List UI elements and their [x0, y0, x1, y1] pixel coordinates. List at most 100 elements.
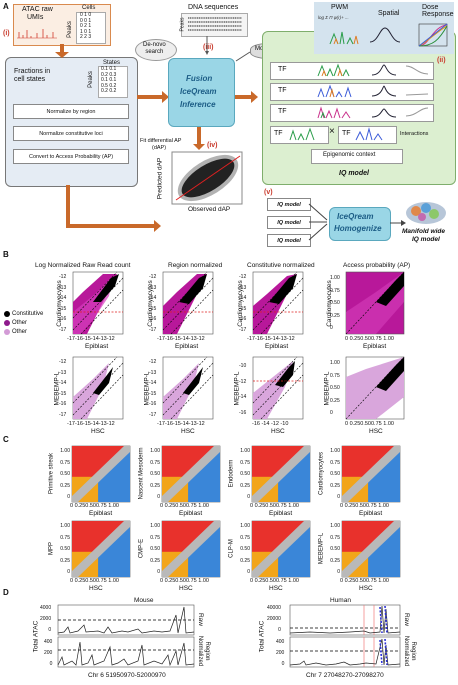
panelc-xticks: 0 0.250.500.75 1.00	[70, 578, 119, 584]
ytick: 1.00	[330, 360, 340, 366]
ytick: 0.50	[330, 300, 340, 306]
tf-label: TF	[278, 87, 287, 94]
ytick-col4: 1.00 0.75 0.50 0.25 0	[330, 272, 340, 335]
human-region-track	[289, 636, 401, 668]
panelb-plot-raw-row2	[72, 356, 124, 420]
ytick: -15	[149, 390, 157, 397]
panelb-title: Log Normalized Raw Read count	[35, 262, 131, 269]
stable-band	[72, 446, 130, 502]
ytick: 1.00	[330, 523, 340, 529]
panelc-xticks: 0 0.250.500.75 1.00	[340, 578, 389, 584]
ytick: -14	[59, 380, 67, 386]
spatial-header: Spatial	[378, 10, 400, 17]
tf-label: TF	[278, 108, 287, 115]
ytick: 1.00	[330, 275, 340, 281]
interactions-label: Interactions	[400, 131, 429, 137]
ytick: 0.50	[150, 546, 160, 552]
ytick: 400	[276, 639, 285, 645]
ytick-col4-row2: 1.00 0.75 0.50 0.25 0	[330, 357, 340, 420]
dose-curve-icon	[418, 23, 448, 47]
legend-dot-other-dark	[4, 320, 10, 326]
dna-arrow	[205, 36, 209, 55]
ytick: 1.00	[150, 523, 160, 529]
convert-ap-step: Convert to Access Probability (AP)	[13, 149, 129, 164]
mouse-yticks-top: 4000 2000 0	[40, 603, 51, 636]
xticks: -17-16-15-14-13-12	[67, 421, 115, 427]
ytick: 0	[337, 569, 340, 575]
arrow-head-fusion-down	[193, 144, 205, 150]
panelc-xlabel: Epiblast	[89, 510, 113, 517]
panelc-xticks: 0 0.250.500.75 1.00	[250, 503, 299, 509]
ytick: 200	[44, 650, 53, 656]
ytick: 0.75	[60, 459, 70, 466]
panelc-xticks: 0 0.250.500.75 1.00	[340, 503, 389, 509]
stable-band	[72, 521, 130, 577]
mouse-title: Mouse	[134, 597, 154, 604]
panelb-title: Constitutive normalized	[247, 262, 315, 269]
human-raw-track	[289, 604, 401, 636]
ytick: -17	[149, 326, 157, 333]
ytick: -16	[149, 316, 157, 322]
tf-label: TF	[342, 130, 351, 137]
ytick: 1.00	[60, 448, 70, 454]
ytick: 0.75	[330, 287, 340, 294]
panelc-yticks: 1.00 0.75 0.50 0.25 0	[325, 521, 340, 579]
step-iii-label: (iii)	[203, 44, 214, 51]
pwm-header: PWM	[331, 4, 349, 11]
mouse-region-track	[57, 636, 195, 668]
stable-band	[342, 521, 400, 577]
ytick: -15	[149, 305, 157, 312]
panelb-plot-ap-row2	[345, 356, 405, 420]
panelc-xlabel: HSC	[269, 585, 283, 592]
mouse-yticks-bot: 400 200 0	[44, 637, 52, 670]
human-region-label: Region Normalized	[403, 635, 417, 667]
manifold-label-1: Manifold wide	[402, 228, 445, 235]
fractions-label: Fractions in cell states	[14, 68, 51, 83]
xticks: -17-16-15-14-13-12	[247, 336, 295, 342]
ytick: 0.25	[150, 557, 160, 564]
arrow-fusion-down	[197, 126, 201, 146]
ytick: 0.50	[60, 471, 70, 477]
states-matrix-row: 0.1 0.1	[101, 77, 117, 83]
ytick: 0.75	[60, 534, 70, 541]
atac-matrix-row: 0 2 1	[80, 23, 92, 29]
tf-row	[270, 104, 434, 122]
ytick: 0	[278, 627, 281, 633]
ytick: 0	[67, 494, 70, 500]
ytick: 0.25	[330, 397, 340, 404]
panelc-xlabel: Epiblast	[359, 510, 383, 517]
panelc-yticks: 1.00 0.75 0.50 0.25 0	[325, 446, 340, 504]
motifdb-arrow	[235, 51, 251, 62]
panelc-xticks: 0 0.250.500.75 1.00	[250, 578, 299, 584]
ytick: 0	[48, 627, 52, 633]
xticks: -17-16-15-14-13-12	[157, 421, 205, 427]
normalize-region-step: Normalize by region	[13, 104, 129, 119]
epigenomic-context-box	[311, 149, 403, 164]
denovo-label: De-novo search	[143, 42, 166, 55]
atac-matrix-row: 0 1 0	[80, 12, 92, 18]
ytick-col1: -12 -13 -14 -15 -16 -17	[59, 272, 66, 335]
arrow-head-bottom	[154, 220, 161, 232]
human-title: Human	[330, 597, 351, 604]
ytick: 0	[157, 494, 160, 500]
arrow-bottom-horizontal	[66, 224, 156, 228]
panelc-ap-scatter	[341, 445, 401, 503]
ytick: -17	[239, 326, 247, 333]
legend-other: Other	[12, 329, 28, 335]
panelc-xlabel: HSC	[359, 585, 373, 592]
iq-model-input: IQ model	[267, 216, 311, 229]
homogenize-out-arrow	[390, 220, 406, 226]
stable-band	[252, 446, 310, 502]
pwm-formula: log Σ Π φ(r)+ ...	[318, 15, 349, 20]
panelc-ap-scatter	[251, 520, 311, 578]
panelb-title: Access probability (AP)	[343, 262, 411, 269]
ytick: -17	[59, 411, 67, 418]
fit-label-2: (dAP)	[152, 145, 167, 151]
xticks: 0 0.250.500.75 1.00	[345, 421, 394, 427]
panelc-xticks: 0 0.250.500.75 1.00	[160, 503, 209, 509]
ytick: -13	[149, 369, 157, 376]
panelc-xlabel: HSC	[89, 585, 103, 592]
tf-logo-icon	[355, 127, 383, 141]
pwm-logo-icon	[329, 31, 359, 45]
ytick: 0	[281, 661, 285, 667]
